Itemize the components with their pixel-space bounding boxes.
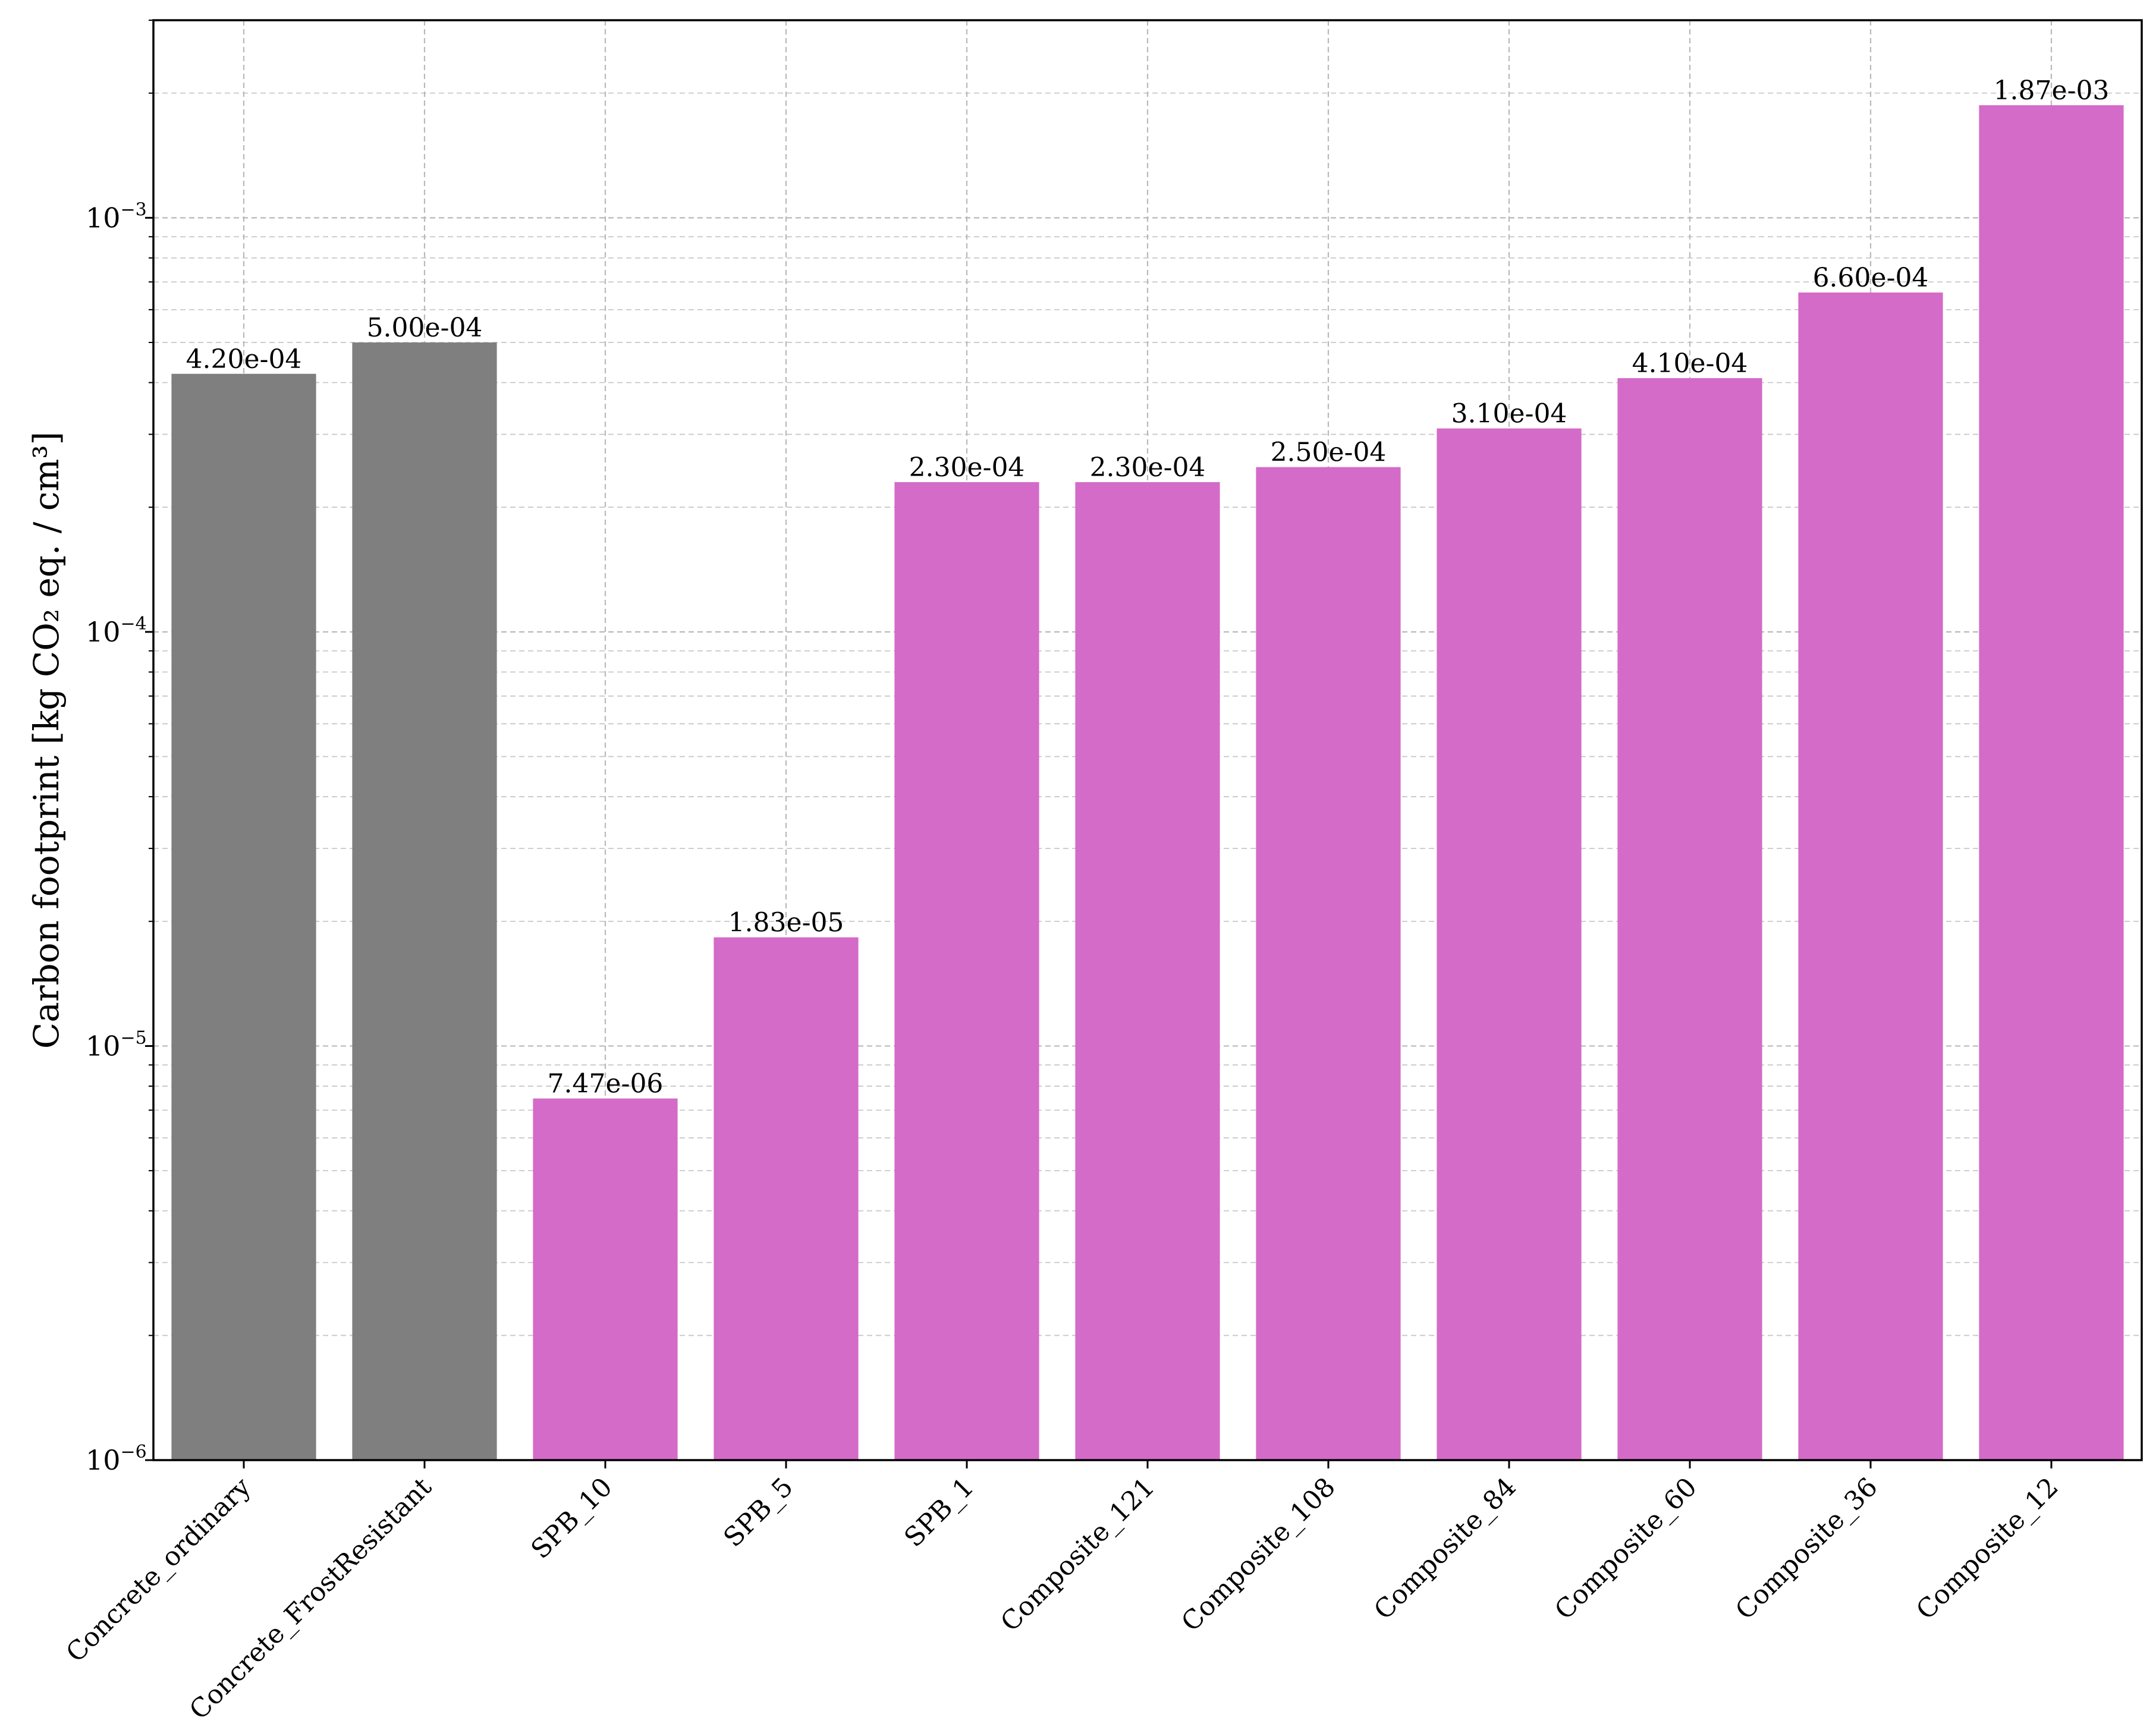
bar bbox=[171, 373, 316, 1460]
y-axis-label: Carbon footprint [kg CO₂ eq. / cm³] bbox=[26, 432, 67, 1049]
bar-value-label: 6.60e-04 bbox=[1813, 263, 1929, 293]
bar-value-label: 5.00e-04 bbox=[367, 313, 483, 343]
y-tick-label: 10−4 bbox=[86, 614, 147, 648]
x-tick-label: Composite_12 bbox=[1910, 1472, 2064, 1626]
y-tick-label: 10−3 bbox=[86, 199, 147, 234]
tick-layer bbox=[145, 20, 2053, 1468]
bar bbox=[352, 342, 497, 1461]
bar-value-label: 4.20e-04 bbox=[186, 344, 302, 375]
x-tick-label: SPB_10 bbox=[525, 1472, 618, 1565]
bar bbox=[1437, 428, 1582, 1460]
bar-value-label: 2.50e-04 bbox=[1271, 438, 1387, 468]
bar bbox=[533, 1098, 678, 1460]
bar-value-label: 2.30e-04 bbox=[909, 452, 1025, 483]
bar bbox=[1798, 292, 1943, 1460]
bar bbox=[714, 937, 859, 1460]
x-tick-label: Composite_36 bbox=[1730, 1472, 1884, 1626]
x-tick-label: Concrete_ordinary bbox=[60, 1472, 256, 1668]
x-tick-label: Composite_108 bbox=[1176, 1472, 1341, 1638]
bar-value-label: 7.47e-06 bbox=[548, 1069, 664, 1099]
bar-value-label: 4.10e-04 bbox=[1632, 348, 1748, 379]
x-tick-label-layer: Concrete_ordinaryConcrete_FrostResistant… bbox=[60, 1471, 2064, 1725]
value-label-layer: 4.20e-04 5.00e-04 7.47e-06 1.83e-05 2.30e-04… bbox=[186, 76, 2110, 1099]
x-tick-label: Composite_121 bbox=[995, 1472, 1161, 1638]
bar-value-label: 1.87e-03 bbox=[1994, 76, 2110, 106]
bar bbox=[1617, 378, 1762, 1460]
bar bbox=[1979, 105, 2124, 1460]
bar-layer bbox=[171, 105, 2124, 1461]
x-tick-label: SPB_5 bbox=[718, 1472, 799, 1553]
y-tick-label: 10−5 bbox=[86, 1027, 147, 1062]
x-tick-label: Composite_84 bbox=[1368, 1472, 1522, 1626]
bar-value-label: 1.83e-05 bbox=[728, 908, 844, 938]
y-tick-label: 10−6 bbox=[86, 1442, 147, 1476]
x-tick-label: SPB_1 bbox=[898, 1472, 980, 1553]
bar bbox=[1256, 467, 1401, 1460]
x-tick-label: Composite_60 bbox=[1549, 1472, 1703, 1626]
bar bbox=[894, 482, 1039, 1460]
bar bbox=[1075, 482, 1220, 1460]
bar-value-label: 3.10e-04 bbox=[1451, 399, 1567, 429]
y-tick-label-layer: 10−6 10−5 10−4 10−3 bbox=[86, 199, 147, 1476]
bar-value-label: 2.30e-04 bbox=[1090, 452, 1206, 483]
